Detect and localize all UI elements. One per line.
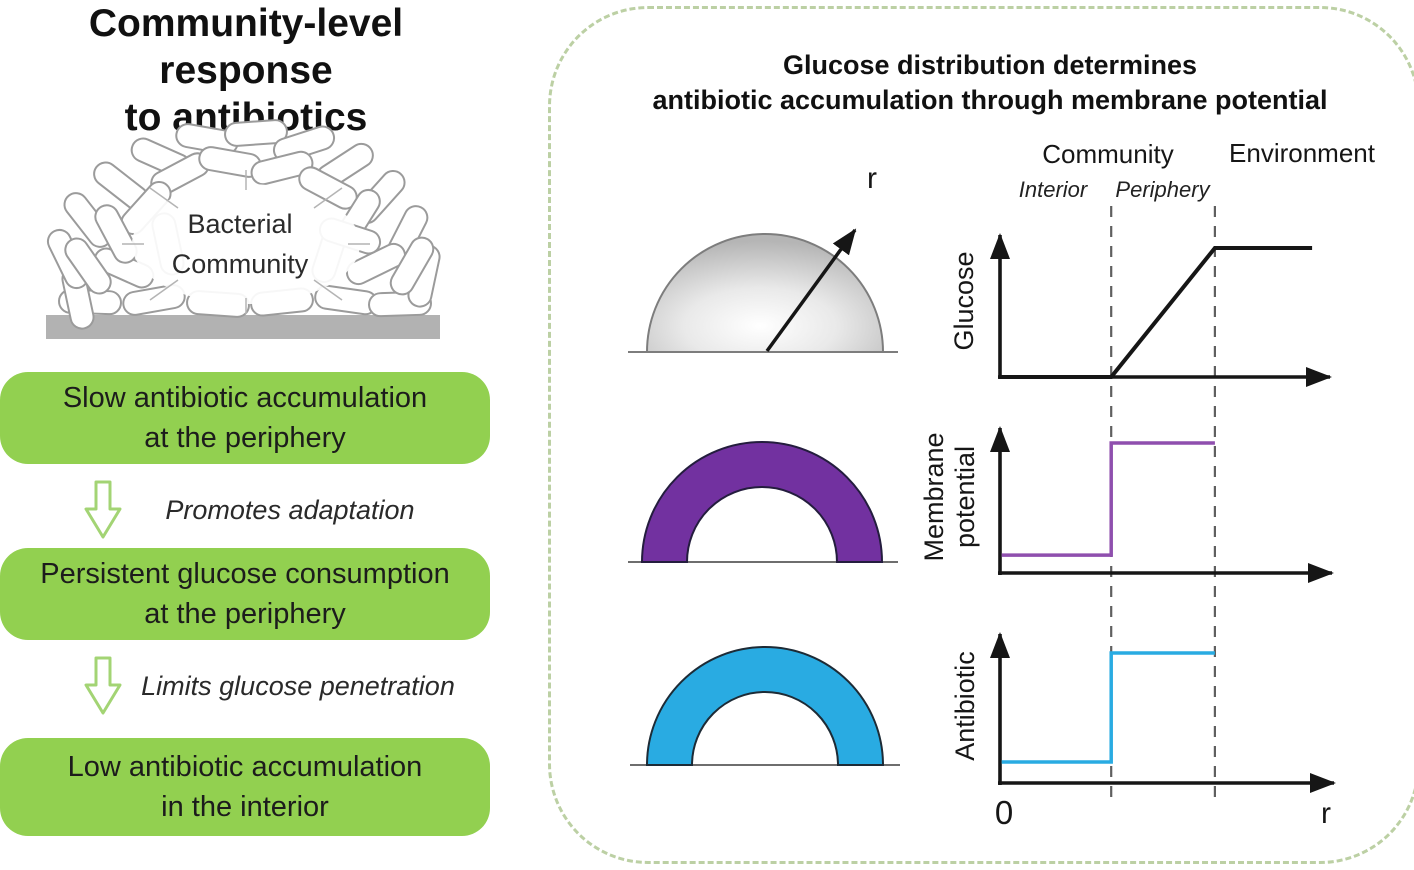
flow-box-1-line1: Slow antibiotic accumulation (62, 382, 428, 414)
figure-title-line1: Community-level response (88, 2, 404, 92)
flow-box-2-line2: at the periphery (144, 598, 346, 630)
panel-title-line2: antibiotic accumulation through membrane… (652, 85, 1328, 115)
region-label-community: Community (1042, 139, 1174, 169)
flow-box-slow-antibiotic-accumulation: Slow antibiotic accumulation at the peri… (0, 372, 490, 464)
label-halo (122, 170, 370, 314)
down-arrow-icon (84, 480, 122, 539)
flow-arrow-label-promotes-adaptation: Promotes adaptation (165, 494, 415, 525)
flow-box-2-line1: Persistent glucose consumption (40, 558, 450, 590)
membrane-potential-axis-label: Membrane potential (919, 405, 981, 589)
flow-box-low-antibiotic-accumulation: Low antibiotic accumulation in the inter… (0, 738, 490, 836)
dome-radius-label: r (867, 162, 877, 195)
bacterial-community-label: Bacterial Community (28, 204, 452, 284)
x-axis-origin-label: 0 (994, 794, 1014, 831)
flow-box-3-line1: Low antibiotic accumulation (67, 751, 423, 783)
antibiotic-axis-label: Antibiotic (950, 651, 980, 761)
x-axis-end-label: r (1321, 797, 1331, 830)
membrane-axis-label-line1: Membrane (919, 432, 949, 562)
bacterial-community-label-line2: Community (171, 249, 309, 279)
bacterial-community-illustration (46, 119, 441, 339)
flow-box-persistent-glucose-consumption: Persistent glucose consumption at the pe… (0, 548, 490, 640)
flow-arrow-label-limits-glucose-penetration: Limits glucose penetration (141, 670, 455, 701)
figure-title: Community-level response to antibiotics (0, 0, 492, 141)
region-label-environment: Environment (1229, 138, 1375, 168)
down-arrow-icon (84, 656, 122, 715)
panel-title-line1: Glucose distribution determines (782, 50, 1198, 80)
zone-label-periphery: Periphery (1115, 177, 1210, 202)
substrate-bar (46, 315, 440, 339)
panel-dashed-border (548, 6, 1414, 864)
membrane-axis-label-line2: potential (950, 445, 980, 549)
panel-title: Glucose distribution determines antibiot… (610, 48, 1370, 118)
bacterial-community-label-line1: Bacterial (187, 209, 293, 239)
zone-label-interior: Interior (1018, 177, 1088, 202)
glucose-axis-label: Glucose (949, 251, 979, 351)
flow-box-3-line2: in the interior (161, 791, 329, 823)
flow-box-1-line2: at the periphery (144, 422, 346, 454)
